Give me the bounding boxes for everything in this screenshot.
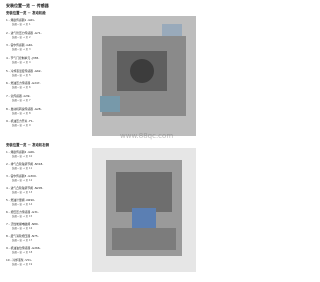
page-title: 安装位置一览 － 传感器 <box>6 3 49 8</box>
item-ref: 装配一览 → 页 17 <box>12 239 33 242</box>
item-label: 7 - 活性炭罐电磁阀 -N80- <box>6 222 39 226</box>
engine-right-figure <box>92 148 196 272</box>
item-ref: 装配一览 → 页 13 <box>12 191 33 194</box>
item-label: 5 - 冷却液温度传感器 -G62- <box>6 68 42 73</box>
item-label: 8 - 废气涡轮增压器 -N75- <box>6 234 39 238</box>
item-label: 7 - 氧传感器 -G39- <box>6 94 31 98</box>
item-label: 10 - 冷却液泵 -V51- <box>6 258 32 262</box>
item-label: 1 - 爆震传感器2 -G66- <box>6 150 35 154</box>
item-ref: 装配一览 → 页 12 <box>12 179 33 182</box>
item-label: 6 - 燃油压力传感器 -G247- <box>6 81 41 86</box>
item-label: 4 - 进气凸轮轴调节阀 -N205- <box>6 186 44 190</box>
item-ref: 装配一览 → 页 19 <box>12 263 33 266</box>
item-ref: 装配一览 → 页 10 <box>12 155 33 158</box>
item-ref: 装配一览 → 页 15 <box>12 215 33 218</box>
page: 安装位置一览 － 传感器 www.88qc.com 安装位置一览 － 发动机舱 1… <box>6 3 196 272</box>
item-ref: 装配一览 → 页 9 <box>12 124 31 128</box>
item-label: 9 - 机油油位传感器 -G266- <box>6 246 41 250</box>
item-label: 6 - 增压压力传感器 -G31- <box>6 210 39 214</box>
item-ref: 装配一览 → 页 18 <box>12 251 33 254</box>
item-label: 2 - 进气管压力传感器 -G71- <box>6 30 42 35</box>
item-label: 5 - 燃油计量阀 -N290- <box>6 198 35 202</box>
item-label: 8 - 发动机转速传感器 -G28- <box>6 106 42 111</box>
item-ref: 装配一览 → 页 8 <box>12 111 31 115</box>
item-ref: 装配一览 → 页 6 <box>12 86 31 90</box>
item-label: 2 - 排气凸轮轴调节阀 -N318- <box>6 162 44 166</box>
watermark: www.88qc.com <box>120 132 174 140</box>
engine-bay-figure <box>92 16 196 136</box>
item-ref: 装配一览 → 页 14 <box>12 203 33 206</box>
item-label: 1 - 爆震传感器1 -G61- <box>6 18 35 22</box>
item-ref: 装配一览 → 页 1 <box>12 23 31 26</box>
item-label: 4 - 节气门控制单元 -J338- <box>6 56 40 60</box>
item-ref: 装配一览 → 页 5 <box>12 73 31 77</box>
item-ref: 装配一览 → 页 3 <box>12 48 31 52</box>
item-label: 3 - 霍尔传感器 -G40- <box>6 43 34 48</box>
item-label: 9 - 机油压力开关 -F1- <box>6 119 34 124</box>
section-heading: 安装位置一览 － 发动机右侧 <box>6 143 50 147</box>
item-ref: 装配一览 → 页 11 <box>12 167 33 170</box>
section-heading: 安装位置一览 － 发动机舱 <box>6 11 46 15</box>
item-ref: 装配一览 → 页 2 <box>12 35 31 39</box>
item-ref: 装配一览 → 页 4 <box>12 61 31 64</box>
item-label: 3 - 霍尔传感器3 -G300- <box>6 174 37 178</box>
item-ref: 装配一览 → 页 16 <box>12 227 33 230</box>
item-ref: 装配一览 → 页 7 <box>12 99 31 102</box>
